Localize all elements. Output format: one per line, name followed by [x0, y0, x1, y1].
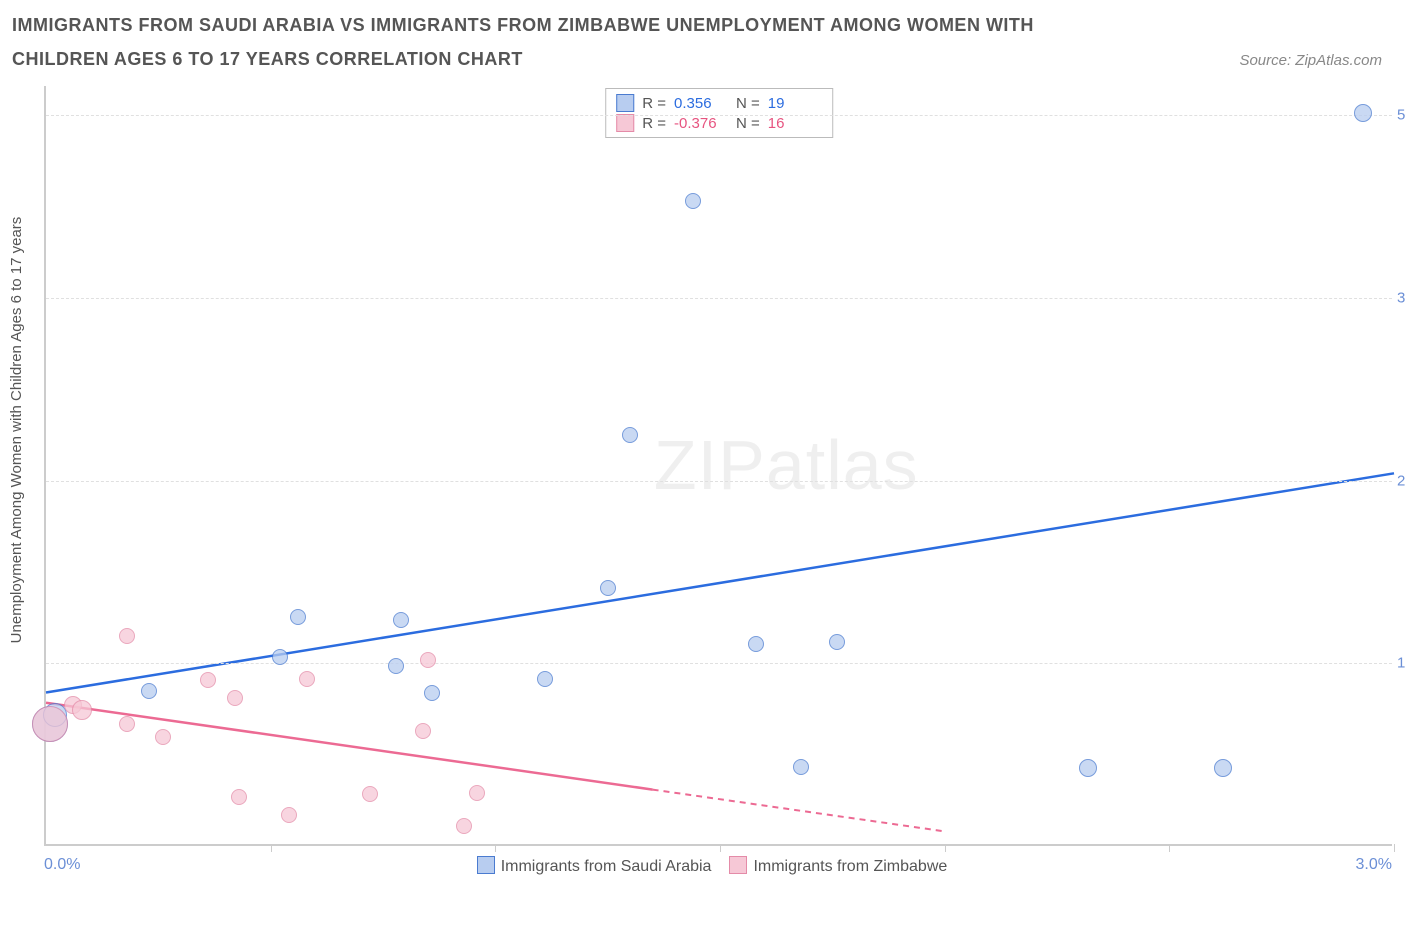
- legend-label: Immigrants from Saudi Arabia: [501, 858, 712, 875]
- stat-n-label: N =: [736, 115, 760, 132]
- scatter-point: [622, 427, 638, 443]
- scatter-point: [420, 652, 436, 668]
- scatter-point: [393, 612, 409, 628]
- y-tick-label: 50.0%: [1397, 107, 1406, 124]
- scatter-point: [829, 634, 845, 650]
- scatter-point: [119, 628, 135, 644]
- scatter-point: [119, 716, 135, 732]
- gridline: [46, 663, 1392, 664]
- source-attribution: Source: ZipAtlas.com: [1239, 52, 1382, 69]
- chart-plot-area: ZIPatlas R =0.356N =19R =-0.376N =16 12.…: [44, 86, 1392, 846]
- gridline: [46, 481, 1392, 482]
- stat-n-value: 16: [768, 115, 822, 132]
- trend-line: [46, 703, 653, 790]
- scatter-point: [227, 690, 243, 706]
- trend-line-dashed: [653, 790, 945, 832]
- stat-r-label: R =: [642, 115, 666, 132]
- scatter-point: [155, 729, 171, 745]
- scatter-point: [1354, 104, 1372, 122]
- stat-r-label: R =: [642, 95, 666, 112]
- scatter-point: [388, 658, 404, 674]
- gridline: [46, 115, 1392, 116]
- legend-swatch: [729, 856, 747, 874]
- x-tick: [945, 844, 946, 852]
- legend-label: Immigrants from Zimbabwe: [753, 858, 947, 875]
- stats-row: R = 0.356 N = 19: [616, 93, 822, 113]
- scatter-point: [299, 671, 315, 687]
- y-tick-label: 37.5%: [1397, 289, 1406, 306]
- trend-lines-svg: [46, 86, 1392, 844]
- y-axis-label: Unemployment Among Women with Children A…: [8, 130, 25, 730]
- scatter-point: [32, 706, 68, 742]
- scatter-point: [1079, 759, 1097, 777]
- x-tick: [720, 844, 721, 852]
- legend-swatch: [616, 114, 634, 132]
- trend-line: [46, 473, 1394, 692]
- scatter-point: [1214, 759, 1232, 777]
- scatter-point: [281, 807, 297, 823]
- scatter-point: [231, 789, 247, 805]
- scatter-point: [469, 785, 485, 801]
- scatter-point: [537, 671, 553, 687]
- chart-title: IMMIGRANTS FROM SAUDI ARABIA VS IMMIGRAN…: [12, 8, 1112, 76]
- y-tick-label: 25.0%: [1397, 472, 1406, 489]
- bottom-legend: Immigrants from Saudi Arabia Immigrants f…: [0, 856, 1406, 876]
- stat-r-value: 0.356: [674, 95, 728, 112]
- legend-swatch: [616, 94, 634, 112]
- stat-n-label: N =: [736, 95, 760, 112]
- legend-swatch: [477, 856, 495, 874]
- y-tick-label: 12.5%: [1397, 655, 1406, 672]
- x-tick: [271, 844, 272, 852]
- scatter-point: [685, 193, 701, 209]
- scatter-point: [141, 683, 157, 699]
- scatter-point: [415, 723, 431, 739]
- correlation-stats-box: R = 0.356 N = 19 R = -0.376 N = 16: [605, 88, 833, 138]
- scatter-point: [600, 580, 616, 596]
- scatter-point: [72, 700, 92, 720]
- scatter-point: [793, 759, 809, 775]
- x-tick: [1169, 844, 1170, 852]
- scatter-point: [290, 609, 306, 625]
- stat-r-value: -0.376: [674, 115, 728, 132]
- scatter-point: [200, 672, 216, 688]
- x-tick: [495, 844, 496, 852]
- scatter-point: [362, 786, 378, 802]
- x-tick: [1394, 844, 1395, 852]
- scatter-point: [272, 649, 288, 665]
- scatter-point: [424, 685, 440, 701]
- stat-n-value: 19: [768, 95, 822, 112]
- scatter-point: [456, 818, 472, 834]
- scatter-point: [748, 636, 764, 652]
- gridline: [46, 298, 1392, 299]
